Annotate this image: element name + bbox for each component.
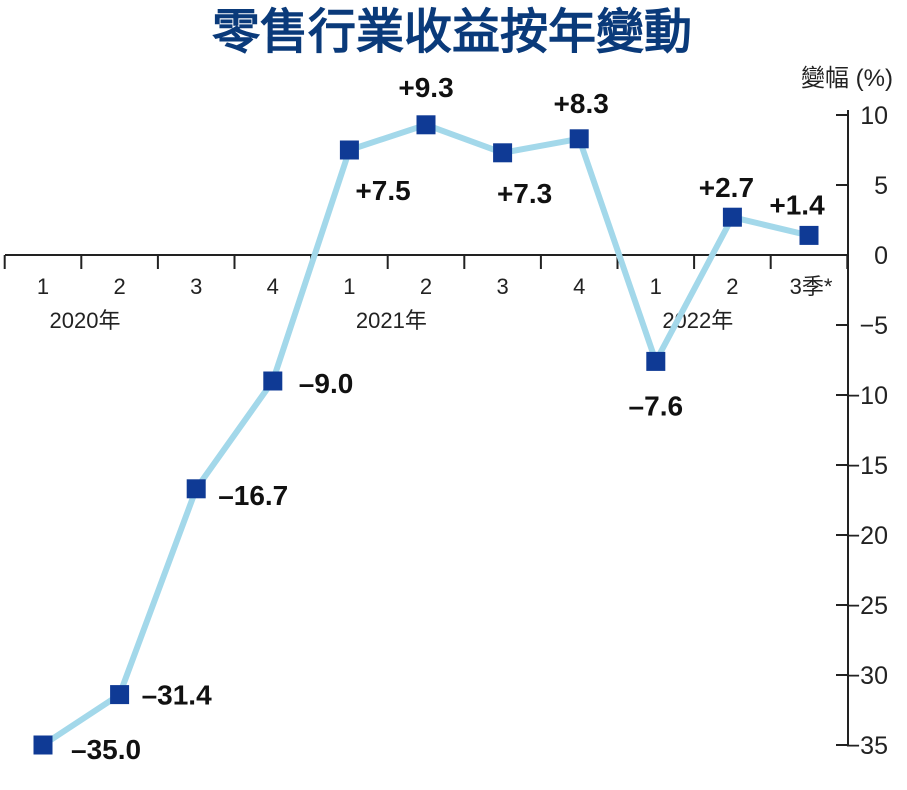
y-axis-label: 變幅 (%) [801,65,893,92]
x-tick-label: 2 [726,274,738,299]
data-point [646,351,666,371]
series-line-layer [40,121,812,748]
data-label: –7.6 [629,390,684,421]
x-tick-label: 3 [496,274,508,299]
y-tick-label: −20 [846,522,888,550]
x-tick-label: 4 [267,274,279,299]
data-label: –16.7 [218,480,288,511]
data-point [339,140,359,160]
data-labels: –35.0–31.4 –16.7 –9.0 +7.5 +9.3 +7.3 +8.3 –7.6 +… [71,72,825,765]
data-point [33,735,53,755]
data-point [263,371,283,391]
data-point [569,129,589,149]
x-tick-label: 1 [343,274,355,299]
series-line [40,121,812,748]
markers [33,115,819,755]
year-label: 2021年 [356,308,427,333]
x-tick-label: 1 [650,274,662,299]
y-tick-label: −15 [846,452,888,480]
data-point [493,143,513,163]
data-point [722,207,742,227]
x-tick-label: 2 [420,274,432,299]
y-tick-label: −30 [846,662,888,690]
data-label: –9.0 [299,368,354,399]
y-tick-label: −10 [846,382,888,410]
x-tick-label: 1 [37,274,49,299]
data-label: +9.3 [398,72,453,103]
data-label: –31.4 [142,680,212,711]
data-label: +8.3 [554,88,609,119]
x-tick-label: 3季* [790,274,833,299]
y-tick-label: −35 [846,732,888,760]
x-tick-label: 2 [113,274,125,299]
data-point [110,685,130,705]
y-tick-label: −25 [846,592,888,620]
chart-title: 零售行業收益按年變動 [212,4,692,60]
data-label: –35.0 [71,734,141,765]
data-label: +2.7 [699,172,754,203]
axes: 10 5 0 −5 −10 −15 −20 −25 −30 −35 1 2 3 4 1 2 3 4 1 2 3季* 202… [3,102,888,760]
data-point [186,479,206,499]
data-label: +1.4 [769,189,825,220]
year-label: 2020年 [50,308,121,333]
x-tick-label: 3 [190,274,202,299]
data-label: +7.5 [355,175,410,206]
y-tick-label: 10 [860,102,888,130]
y-tick-label: −5 [859,312,888,340]
data-point [799,225,819,245]
y-tick-label: 5 [874,172,888,200]
x-tick-label: 4 [573,274,585,299]
data-point [416,115,436,135]
data-label: +7.3 [497,178,552,209]
y-tick-label: 0 [874,242,888,270]
